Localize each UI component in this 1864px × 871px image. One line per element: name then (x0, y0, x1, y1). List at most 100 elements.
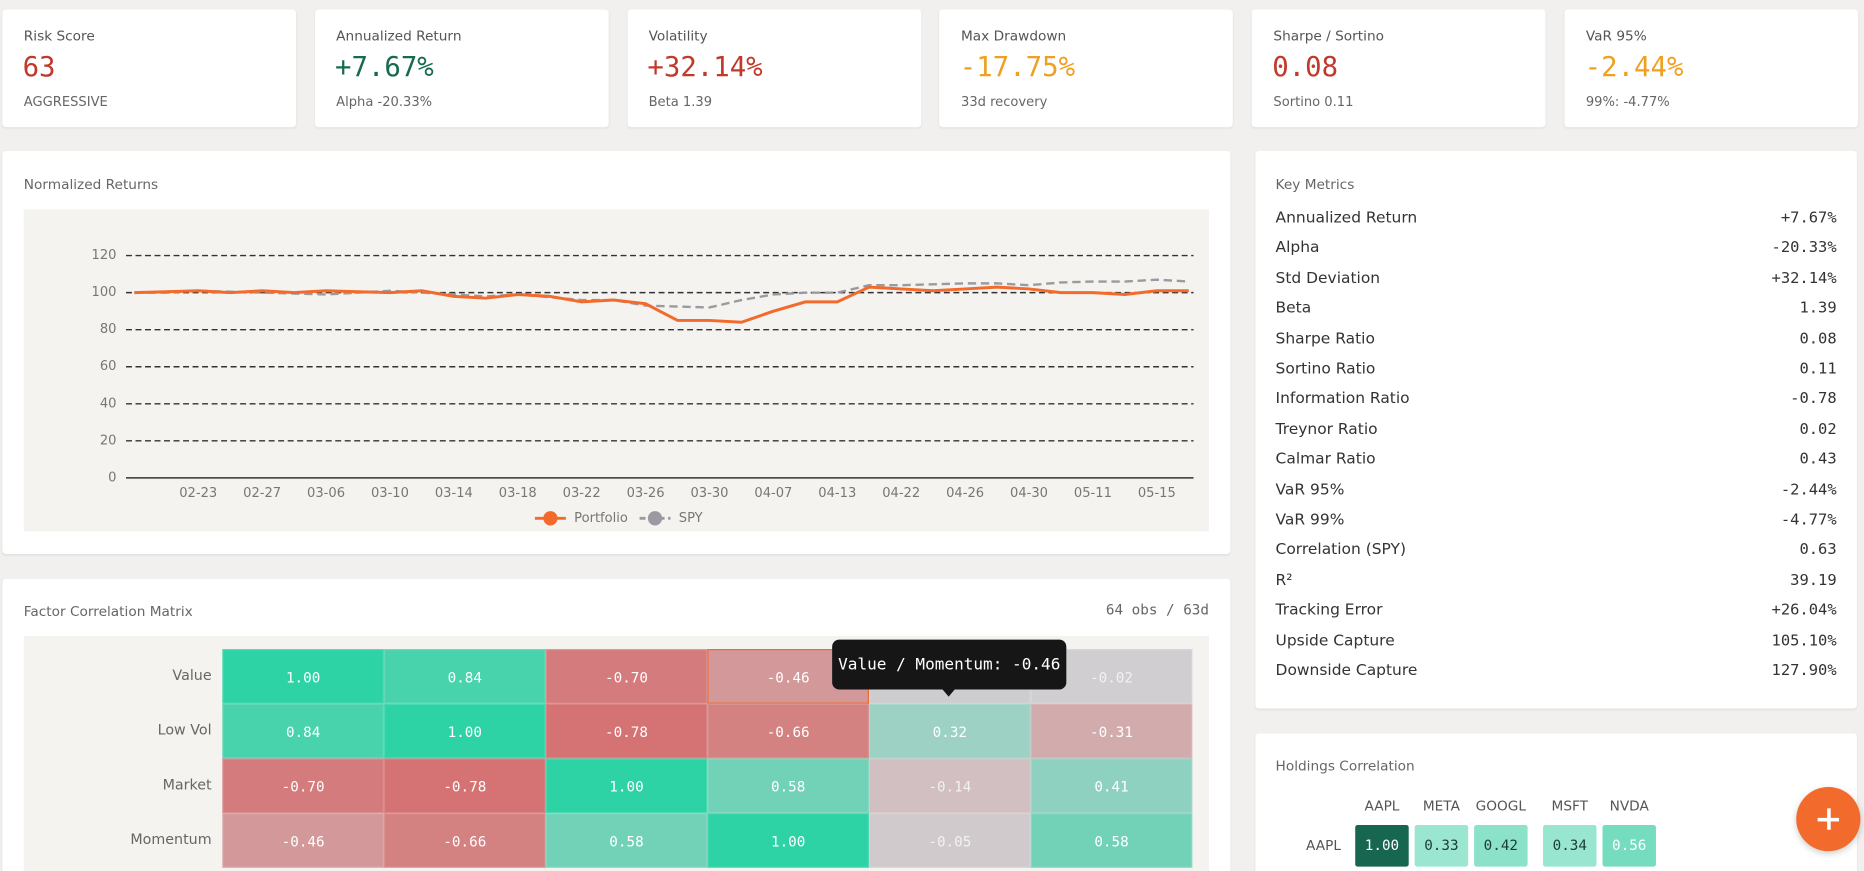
kpi-value: +7.67% (334, 52, 434, 84)
metric-value: -2.44% (1780, 480, 1837, 499)
matrix-cell[interactable]: 1.00 (707, 813, 869, 868)
metric-label: R² (1275, 571, 1293, 590)
matrix-cell[interactable]: -0.31 (1030, 703, 1193, 759)
tooltip-arrow (941, 688, 956, 697)
matrix-cell[interactable]: -0.14 (868, 758, 1031, 814)
x-tick-label: 03-30 (691, 486, 729, 501)
metric-label: Sortino Ratio (1275, 360, 1376, 379)
legend-label: Portfolio (574, 511, 628, 526)
metrics-title: Key Metrics (1275, 175, 1355, 193)
x-tick-label: 04-13 (818, 486, 856, 501)
matrix-cell[interactable]: -0.66 (707, 703, 869, 759)
x-tick-label: 03-10 (371, 486, 409, 501)
holdings-cell[interactable]: 0.33 (1414, 825, 1469, 867)
matrix-cell[interactable]: 0.32 (868, 703, 1031, 759)
kpi-label: Volatility (648, 27, 708, 44)
metric-label: Treynor Ratio (1275, 420, 1378, 439)
metric-value: -0.78 (1790, 390, 1837, 409)
metric-label: Std Deviation (1275, 269, 1381, 288)
matrix-cell[interactable]: 0.58 (707, 758, 869, 814)
x-tick-label: 03-14 (435, 486, 473, 501)
metric-label: VaR 95% (1275, 480, 1345, 499)
line-series (134, 278, 1189, 309)
matrix-cell[interactable]: 0.58 (1030, 813, 1193, 868)
kpi-card: VaR 95% -2.44% 99%: -4.77% (1564, 9, 1859, 128)
line-series (134, 285, 1189, 324)
fab-button[interactable] (1796, 786, 1861, 852)
kpi-value: -17.75% (959, 52, 1076, 84)
metric-value: 0.63 (1799, 541, 1837, 560)
metric-value: +26.04% (1771, 601, 1837, 620)
metric-label: Tracking Error (1275, 601, 1383, 620)
metric-value: +7.67% (1780, 209, 1837, 228)
fab-plus-v (1826, 808, 1831, 830)
x-tick-label: 03-22 (563, 486, 601, 501)
kpi-card: Risk Score 63 AGGRESSIVE (2, 9, 297, 128)
kpi-card: Sharpe / Sortino 0.08 Sortino 0.11 (1252, 9, 1546, 128)
matrix-cell[interactable]: -0.66 (383, 813, 546, 868)
legend-label: SPY (679, 511, 703, 526)
matrix-cell[interactable]: 1.00 (222, 649, 384, 704)
holdings-col-label: META (1422, 797, 1460, 815)
chart-title: Normalized Returns (23, 175, 159, 193)
holdings-cell[interactable]: 0.34 (1543, 825, 1597, 867)
matrix-cell[interactable]: 1.00 (383, 703, 546, 759)
kpi-sub: 99%: -4.77% (1585, 93, 1670, 110)
y-tick-label: 120 (92, 248, 117, 263)
holdings-row-label: AAPL (1305, 836, 1341, 854)
legend-marker (543, 511, 558, 526)
metric-value: 0.11 (1799, 360, 1837, 379)
matrix-cell[interactable]: 0.84 (383, 649, 546, 704)
kpi-value: 63 (22, 52, 56, 84)
metric-label: Downside Capture (1275, 662, 1418, 680)
x-tick-label: 05-15 (1138, 486, 1176, 501)
kpi-label: Annualized Return (336, 27, 462, 44)
kpi-value: -2.44% (1584, 52, 1684, 84)
kpi-label: Max Drawdown (960, 27, 1067, 44)
matrix-cell[interactable]: -0.70 (545, 649, 708, 704)
holdings-cell[interactable]: 1.00 (1355, 825, 1409, 867)
x-tick-label: 04-30 (1010, 486, 1048, 501)
matrix-cell[interactable]: -0.78 (383, 758, 546, 814)
matrix-cell[interactable]: -0.05 (868, 813, 1031, 868)
x-tick-label: 03-06 (307, 486, 345, 501)
legend-marker (647, 511, 663, 526)
kpi-label: Sharpe / Sortino (1273, 27, 1384, 44)
holdings-col-label: NVDA (1609, 797, 1649, 815)
holdings-col-label: AAPL (1364, 797, 1400, 815)
matrix-cell[interactable]: -0.78 (545, 703, 708, 759)
metric-label: Annualized Return (1275, 209, 1418, 228)
kpi-sub: Alpha -20.33% (336, 93, 433, 110)
metric-label: VaR 99% (1275, 511, 1345, 530)
x-tick-label: 02-27 (243, 486, 281, 501)
metric-label: Alpha (1275, 239, 1320, 258)
y-tick-label: 20 (100, 433, 117, 448)
matrix-cell[interactable]: 1.00 (545, 758, 708, 814)
kpi-label: Risk Score (23, 27, 95, 44)
matrix-cell[interactable]: 0.84 (222, 703, 384, 759)
y-tick-label: 60 (100, 359, 117, 374)
holdings-cell[interactable]: 0.42 (1474, 825, 1528, 867)
kpi-card: Max Drawdown -17.75% 33d recovery (939, 9, 1234, 128)
tooltip: Value / Momentum: -0.46 (832, 639, 1067, 690)
holdings-title: Holdings Correlation (1275, 757, 1415, 774)
metric-label: Sharpe Ratio (1275, 329, 1375, 348)
metric-label: Correlation (SPY) (1275, 541, 1406, 560)
metric-value: 39.19 (1790, 571, 1837, 590)
metric-value: +32.14% (1771, 269, 1837, 288)
y-tick-label: 100 (92, 285, 117, 300)
matrix-cell[interactable]: -0.70 (222, 758, 384, 814)
kpi-value: +32.14% (647, 52, 763, 84)
x-tick-label: 04-07 (754, 486, 792, 501)
x-tick-label: 04-22 (882, 486, 920, 501)
kpi-card: Volatility +32.14% Beta 1.39 (627, 9, 921, 128)
matrix-cell[interactable]: 0.58 (545, 813, 708, 868)
chart: 0 20 40 60 80 100 120 02-23 02-27 03-06 03-10 03-14… (23, 209, 1209, 532)
chart-card: Normalized Returns 0 20 40 60 80 100 120 02-23 02… (2, 150, 1231, 554)
matrix-cell[interactable]: -0.46 (222, 813, 384, 868)
holdings-cell[interactable]: 0.56 (1602, 825, 1656, 867)
x-tick-label: 05-11 (1074, 486, 1112, 501)
matrix-cell[interactable]: 0.41 (1030, 758, 1193, 814)
